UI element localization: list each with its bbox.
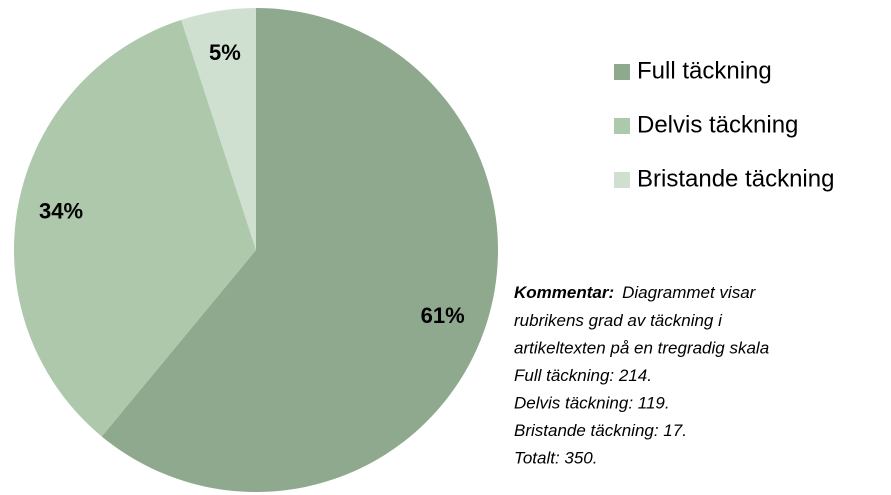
annotation-line: Delvis täckning: 119. [514,393,670,412]
annotation-line: Diagrammet visar [622,283,757,302]
annotation-line: Totalt: 350. [514,448,598,467]
data-label: 61% [421,303,465,328]
pie-slice [181,8,256,250]
annotation-line: Full täckning: 214. [514,366,652,385]
pie-slice [101,8,499,492]
legend-swatch [614,64,630,80]
legend-label: Delvis täckning [637,111,798,138]
annotation-label: Kommentar: [514,283,614,302]
annotation-line: rubrikens grad av täckning i [514,311,723,330]
data-label: 5% [209,40,241,65]
data-label: 34% [39,199,83,224]
annotation: Kommentar: Diagrammet visar [514,283,757,302]
legend-swatch [614,172,630,188]
legend-swatch [614,118,630,134]
pie-slice [14,19,257,437]
legend-label: Full täckning [637,57,772,84]
annotation-line: Bristande täckning: 17. [514,421,687,440]
annotation-line: artikeltexten på en tregradig skala [514,338,769,357]
legend-label: Bristande täckning [637,165,834,192]
